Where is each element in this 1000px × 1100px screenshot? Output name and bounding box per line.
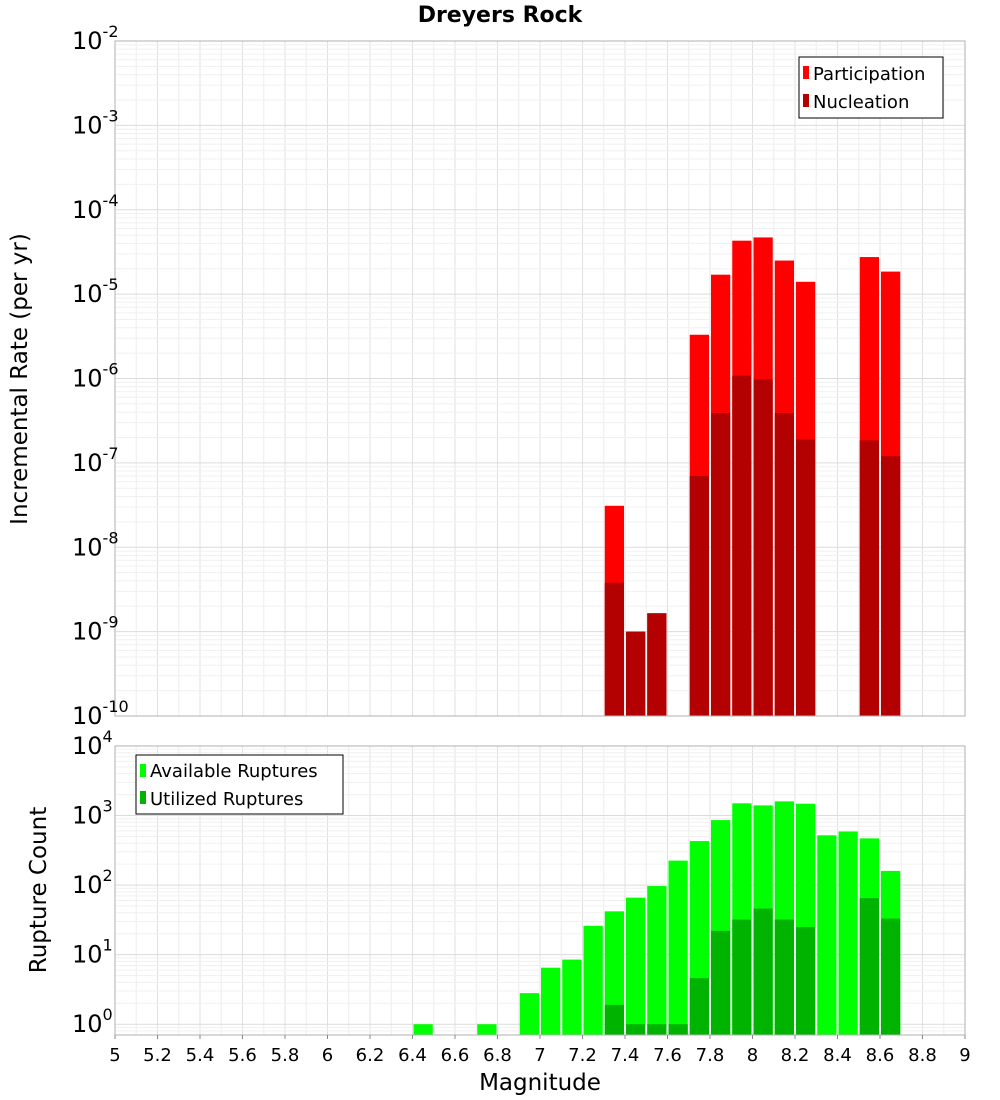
participation-legend-label: Participation bbox=[813, 64, 925, 85]
utilized-ruptures-bar bbox=[859, 898, 879, 1035]
nucleation-bar bbox=[689, 475, 709, 716]
y-tick-label: 10-4 bbox=[72, 191, 119, 224]
y-tick-label: 10-9 bbox=[72, 613, 119, 646]
nucleation-bar bbox=[626, 631, 646, 716]
nucleation-bar bbox=[647, 613, 667, 716]
x-tick-label: 8.2 bbox=[781, 1045, 810, 1066]
y-tick-label: 100 bbox=[72, 1005, 113, 1038]
y-tick-label: 10-2 bbox=[72, 22, 119, 55]
nucleation-bar bbox=[859, 440, 879, 716]
x-tick-label: 5.8 bbox=[271, 1045, 300, 1066]
y-tick-label: 101 bbox=[72, 936, 113, 969]
available-ruptures-bar bbox=[647, 886, 667, 1035]
x-tick-label: 8.6 bbox=[866, 1045, 895, 1066]
y-tick-label: 102 bbox=[72, 866, 113, 899]
x-tick-label: 6.2 bbox=[356, 1045, 385, 1066]
x-tick-label: 8.4 bbox=[823, 1045, 852, 1066]
available-ruptures-bar bbox=[519, 993, 539, 1035]
nucleation-bar bbox=[796, 439, 816, 716]
available-ruptures-bar bbox=[562, 959, 582, 1035]
nucleation-bar bbox=[753, 379, 773, 716]
utilized-ruptures-bar bbox=[689, 978, 709, 1035]
top-y-axis-label: Incremental Rate (per yr) bbox=[7, 233, 33, 525]
top-gridlines bbox=[114, 40, 966, 717]
x-tick-label: 6.4 bbox=[398, 1045, 427, 1066]
participation-legend-swatch bbox=[803, 66, 809, 79]
utilized-ruptures-legend-label: Utilized Ruptures bbox=[150, 789, 303, 810]
x-axis-label: Magnitude bbox=[479, 1070, 601, 1096]
utilized-ruptures-bar bbox=[753, 908, 773, 1035]
utilized-ruptures-bar bbox=[668, 1024, 688, 1035]
y-tick-label: 10-7 bbox=[72, 444, 119, 477]
y-tick-label: 103 bbox=[72, 797, 113, 830]
utilized-ruptures-legend-swatch bbox=[140, 791, 146, 804]
x-tick-label: 5.4 bbox=[186, 1045, 215, 1066]
nucleation-legend-swatch bbox=[803, 94, 809, 107]
utilized-ruptures-bar bbox=[711, 930, 731, 1035]
available-ruptures-bar bbox=[817, 835, 837, 1035]
available-ruptures-bar bbox=[626, 897, 646, 1035]
available-ruptures-bar bbox=[477, 1024, 497, 1035]
x-tick-label: 7.4 bbox=[611, 1045, 640, 1066]
y-tick-label: 10-6 bbox=[72, 360, 119, 393]
x-tick-label: 7.8 bbox=[696, 1045, 725, 1066]
top-panel: 10-10 10-9 10-8 10-7 10-6 10-5 10-4 10-3 10-2 In… bbox=[7, 22, 966, 730]
x-ticks: 5 5.2 5.4 5.6 5.8 6 6.2 6.4 6.6 6.8 7 7.2 7.4 7.6 7.8 8… bbox=[109, 1035, 971, 1066]
utilized-ruptures-bar bbox=[647, 1024, 667, 1035]
nucleation-bar bbox=[604, 582, 624, 716]
y-tick-label: 104 bbox=[72, 727, 113, 760]
x-tick-label: 5.2 bbox=[143, 1045, 172, 1066]
x-tick-label: 8.8 bbox=[908, 1045, 937, 1066]
utilized-ruptures-bar bbox=[732, 919, 752, 1035]
bottom-y-ticks: 100 101 102 103 104 bbox=[72, 727, 113, 1038]
utilized-ruptures-bar bbox=[774, 919, 794, 1035]
available-ruptures-bar bbox=[668, 860, 688, 1035]
x-tick-label: 7.2 bbox=[568, 1045, 597, 1066]
y-tick-label: 10-5 bbox=[72, 275, 119, 308]
nucleation-legend-label: Nucleation bbox=[813, 92, 909, 113]
top-plot-border bbox=[114, 40, 966, 717]
x-tick-label: 7 bbox=[534, 1045, 545, 1066]
top-legend: Participation Nucleation bbox=[798, 56, 944, 119]
x-tick-label: 9 bbox=[959, 1045, 970, 1066]
utilized-ruptures-bar bbox=[881, 918, 901, 1035]
available-ruptures-bar bbox=[604, 911, 624, 1035]
x-tick-label: 6 bbox=[322, 1045, 333, 1066]
top-legend-box bbox=[798, 56, 944, 119]
utilized-ruptures-bar bbox=[626, 1024, 646, 1035]
available-ruptures-bar bbox=[541, 967, 561, 1035]
available-ruptures-legend-label: Available Ruptures bbox=[150, 761, 318, 782]
available-ruptures-bar bbox=[413, 1024, 433, 1035]
y-tick-label: 10-10 bbox=[72, 697, 129, 730]
bottom-legend-box bbox=[135, 754, 344, 815]
top-bars bbox=[604, 237, 901, 717]
available-ruptures-legend-swatch bbox=[140, 764, 146, 777]
bottom-y-axis-label: Rupture Count bbox=[26, 807, 52, 973]
y-tick-label: 10-8 bbox=[72, 528, 119, 561]
utilized-ruptures-bar bbox=[796, 926, 816, 1035]
bottom-legend: Available Ruptures Utilized Ruptures bbox=[135, 754, 344, 815]
x-tick-label: 8 bbox=[747, 1045, 758, 1066]
nucleation-bar bbox=[711, 413, 731, 716]
bottom-bars bbox=[413, 801, 901, 1035]
bottom-panel: 100 101 102 103 104 5 5.2 5.4 5.6 5.8 6 6.2 6.4 6.6 6… bbox=[26, 727, 971, 1096]
x-tick-label: 6.6 bbox=[441, 1045, 470, 1066]
nucleation-bar bbox=[881, 456, 901, 716]
x-tick-label: 5.6 bbox=[228, 1045, 257, 1066]
available-ruptures-bar bbox=[583, 925, 603, 1035]
x-tick-label: 6.8 bbox=[483, 1045, 512, 1066]
available-ruptures-bar bbox=[838, 831, 858, 1035]
nucleation-bar bbox=[732, 375, 752, 716]
chart-title: Dreyers Rock bbox=[418, 3, 584, 28]
x-tick-label: 5 bbox=[109, 1045, 120, 1066]
y-tick-label: 10-3 bbox=[72, 106, 119, 139]
utilized-ruptures-bar bbox=[604, 1004, 624, 1035]
x-tick-label: 7.6 bbox=[653, 1045, 682, 1066]
top-y-ticks: 10-10 10-9 10-8 10-7 10-6 10-5 10-4 10-3 10-2 bbox=[72, 22, 129, 730]
nucleation-bar bbox=[774, 413, 794, 716]
